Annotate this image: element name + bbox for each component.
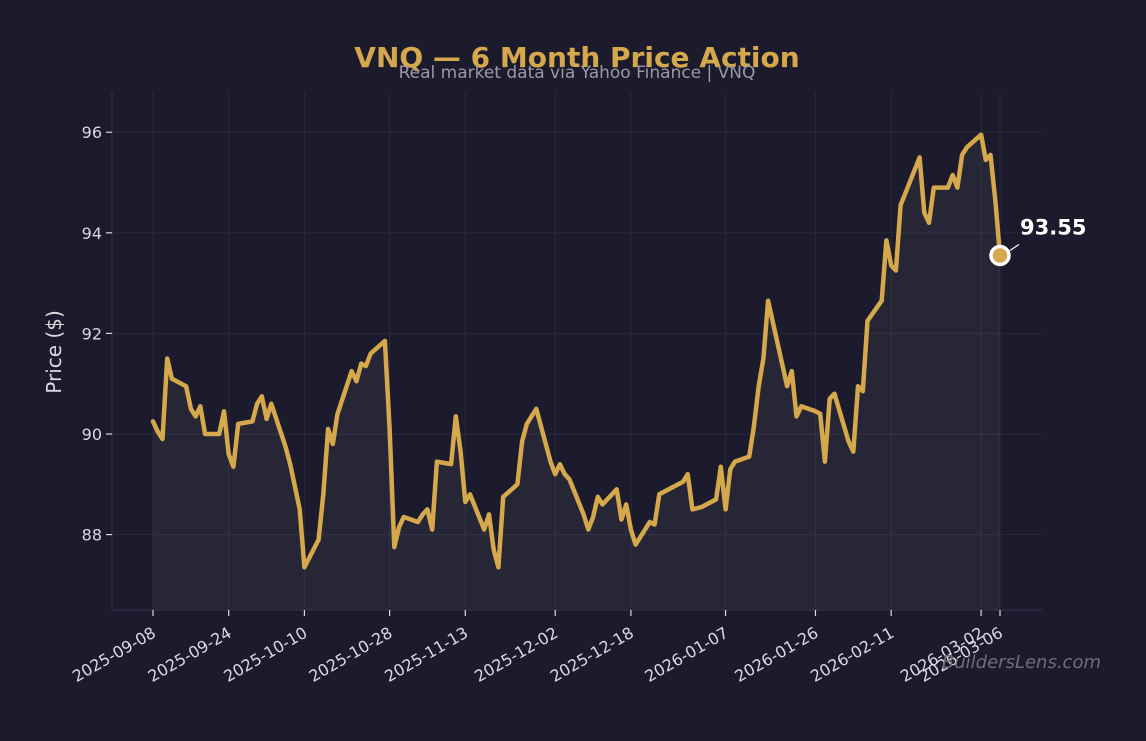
- y-tick-label: 90: [82, 425, 102, 444]
- last-price-marker: [989, 244, 1011, 267]
- watermark: BuildersLens.com: [942, 652, 1101, 673]
- price-line: [150, 132, 1003, 570]
- grid-lines: [112, 92, 1042, 610]
- y-tick-label: 88: [82, 526, 102, 545]
- last-price-label: 93.55: [1020, 215, 1086, 239]
- y-tick-label: 94: [82, 224, 102, 243]
- price-area-fill: [153, 134, 1000, 610]
- y-tick-label: 96: [82, 123, 102, 142]
- y-axis-label: Price ($): [42, 310, 66, 393]
- annotation-arrow: [1009, 243, 1020, 251]
- y-axis-ticks: 88 90 92 94 96: [82, 123, 112, 545]
- plot-area: [112, 92, 1042, 610]
- chart-title: VNQ — 6 Month Price Action: [354, 41, 799, 74]
- chart-subtitle: Real market data via Yahoo Finance | VNQ: [399, 63, 756, 83]
- y-tick-label: 92: [82, 324, 102, 343]
